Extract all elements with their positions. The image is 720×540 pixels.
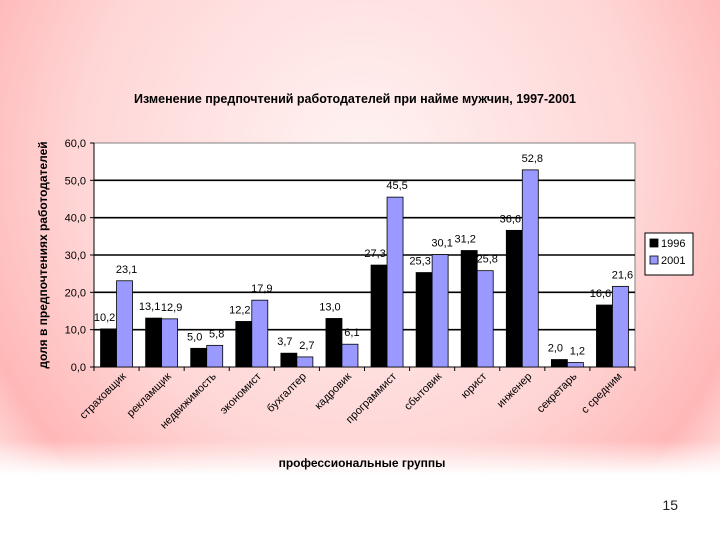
bar-2001-3	[251, 299, 269, 368]
data-label-2001-3: 17,9	[251, 283, 272, 295]
bar-1996-8	[460, 250, 478, 368]
data-label-1996-8: 31,2	[454, 234, 475, 246]
y-tick-label: 30,0	[65, 250, 86, 262]
bar-1996-1	[145, 317, 163, 368]
bar-2001-9	[521, 169, 539, 368]
data-label-1996-9: 36,6	[500, 213, 521, 225]
y-axis-ticks: 0,0 10,0 20,0 30,0 40,0 50,0 60,0	[65, 138, 635, 374]
data-label-2001-11: 21,6	[612, 269, 633, 281]
data-label-2001-6: 45,5	[386, 180, 407, 192]
data-label-2001-2: 5,8	[209, 328, 224, 340]
data-label-1996-0: 10,2	[94, 312, 115, 324]
slide-bottom-fade	[0, 440, 720, 540]
bar-1996-6	[370, 264, 388, 368]
legend-label-2001: 2001	[661, 255, 685, 267]
data-label-1996-4: 3,7	[277, 336, 292, 348]
y-tick-label: 0,0	[71, 362, 86, 374]
data-label-1996-7: 25,3	[409, 256, 430, 268]
bar-1996-11	[596, 304, 613, 368]
bar-1996-5	[325, 318, 343, 368]
bar-1996-2	[190, 347, 208, 368]
bar-1996-7	[415, 272, 433, 368]
bar-2001-8	[476, 270, 494, 368]
bar-1996-0	[100, 328, 117, 368]
bar-2001-2	[206, 344, 224, 368]
bar-2001-1	[161, 318, 179, 368]
data-label-2001-10: 1,2	[570, 346, 585, 358]
data-label-1996-5: 13,0	[319, 301, 340, 313]
y-tick-label: 60,0	[65, 138, 86, 150]
bar-1996-9	[505, 229, 523, 368]
data-label-1996-10: 2,0	[548, 343, 563, 355]
data-label-2001-4: 2,7	[299, 340, 314, 352]
bar-2001-5	[341, 343, 359, 368]
bar-2001-6	[386, 196, 404, 368]
chart-title: Изменение предпочтений работодателей при…	[134, 92, 576, 106]
bar-2001-0	[116, 280, 133, 368]
bar-2001-7	[431, 254, 449, 368]
bar-2001-4	[296, 356, 314, 368]
bar-2001-10	[566, 362, 584, 368]
y-tick-label: 40,0	[65, 213, 86, 225]
legend: 1996 2001	[644, 232, 694, 276]
y-tick-label: 50,0	[65, 175, 86, 187]
y-tick-label: 10,0	[65, 325, 86, 337]
legend-box	[644, 232, 694, 276]
bar-1996-3	[235, 321, 253, 368]
bar-1996-10	[550, 359, 568, 368]
bar-1996-4	[280, 352, 298, 368]
data-label-2001-7: 30,1	[431, 238, 452, 250]
x-axis-title: профессиональные группы	[279, 456, 446, 470]
y-axis-title: доля в предпочтениях работодателей	[36, 141, 50, 368]
page-number: 15	[662, 497, 678, 513]
data-label-2001-1: 12,9	[161, 302, 182, 314]
data-label-2001-5: 6,1	[344, 327, 359, 339]
data-label-2001-8: 25,8	[476, 254, 497, 266]
grid-lines	[94, 179, 635, 331]
data-label-2001-0: 23,1	[116, 264, 137, 276]
data-label-1996-2: 5,0	[187, 331, 202, 343]
y-tick-label: 20,0	[65, 287, 86, 299]
data-label-1996-1: 13,1	[139, 301, 160, 313]
data-label-1996-3: 12,2	[229, 304, 250, 316]
data-labels: 10,2 23,1 13,1 12,9 5,0 5,8 12,217,9 3,7 2,7 13,0…	[94, 153, 633, 358]
legend-swatch-2001	[649, 255, 659, 265]
data-label-2001-9: 52,8	[522, 153, 543, 165]
legend-swatch-1996	[649, 238, 659, 248]
data-label-1996-6: 27,3	[364, 248, 385, 260]
bar-2001-11	[612, 285, 629, 368]
legend-label-1996: 1996	[661, 238, 685, 250]
data-label-1996-11: 16,6	[590, 288, 611, 300]
bar-series	[100, 169, 629, 368]
